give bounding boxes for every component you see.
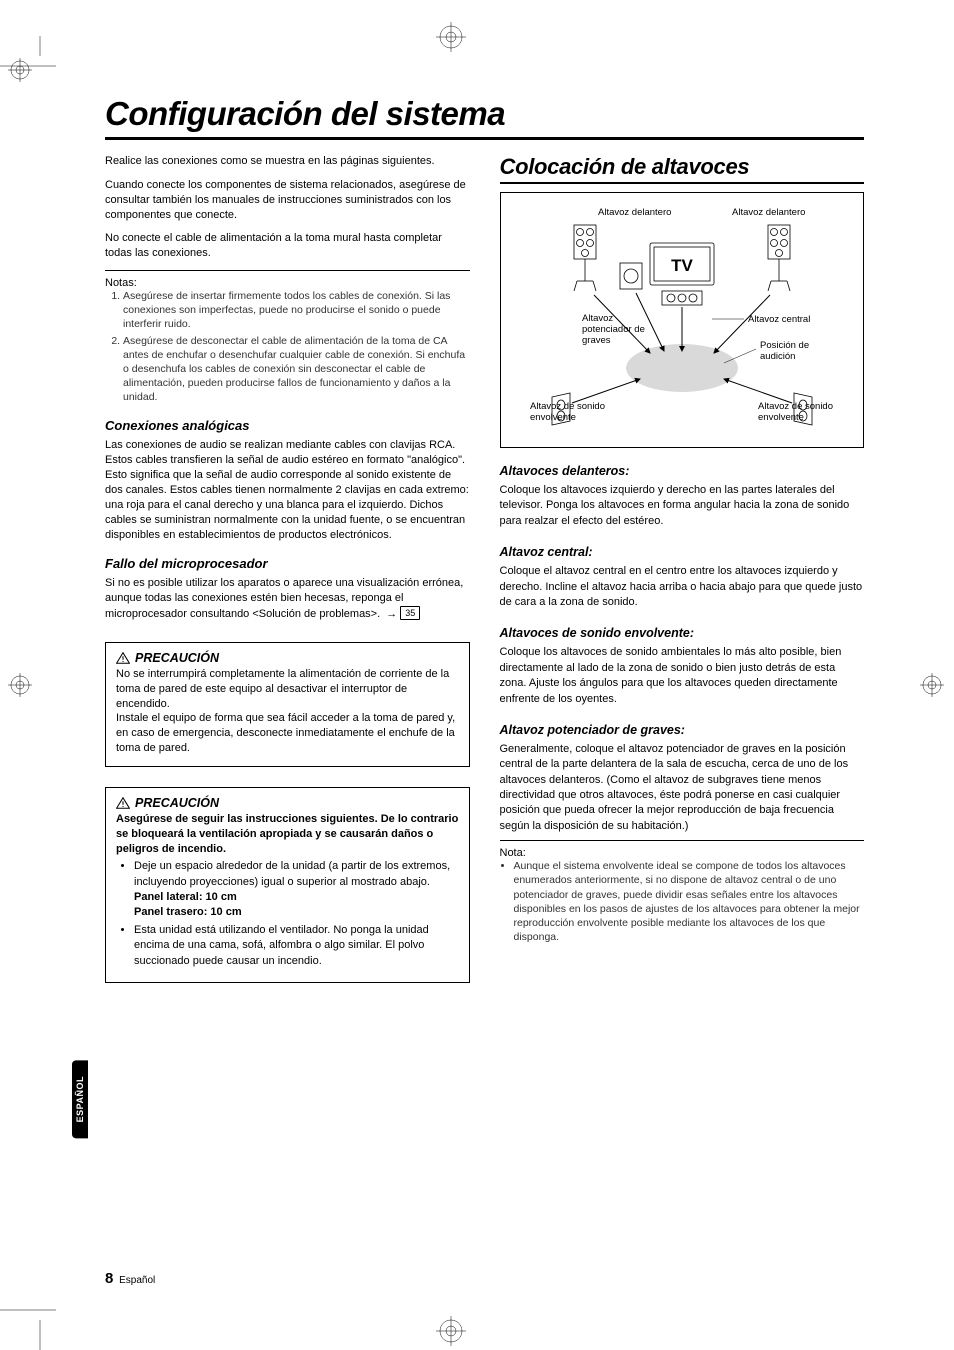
warning-icon <box>116 797 130 809</box>
spk-sub-p: Generalmente, coloque el altavoz potenci… <box>500 742 865 834</box>
caution-2-list: Deje un espacio alrededor de la unidad (… <box>116 859 459 968</box>
page-ref: 35 <box>400 606 420 620</box>
nota-list: Aunque el sistema envolvente ideal se co… <box>500 859 865 944</box>
caution-box-2: PRECAUCIÓN Asegúrese de seguir las instr… <box>105 787 470 983</box>
nota-rule <box>500 840 865 841</box>
columns: Realice las conexiones como se muestra e… <box>105 154 864 983</box>
caution-title: PRECAUCIÓN <box>116 651 459 665</box>
spk-surr-p: Coloque los altavoces de sonido ambienta… <box>500 645 865 707</box>
nota-label: Nota: <box>500 847 865 859</box>
lbl-front-r: Altavoz delantero <box>732 207 805 218</box>
lbl-front-l: Altavoz delantero <box>598 207 671 218</box>
page-lang: Español <box>119 1275 155 1286</box>
lbl-center: Altavoz central <box>748 314 810 325</box>
spk-sub-h: Altavoz potenciador de graves: <box>500 723 865 737</box>
notes-rule <box>105 270 470 271</box>
lbl-sub-3: graves <box>582 335 611 346</box>
lbl-pos-2: audición <box>760 351 795 362</box>
svg-text:Altavoz de sonido: Altavoz de sonido <box>530 401 605 412</box>
caution-2-bold: Asegúrese de seguir las instrucciones si… <box>116 812 459 857</box>
fallo-text: Si no es posible utilizar los aparatos o… <box>105 576 470 622</box>
language-tab: ESPAÑOL <box>72 1060 88 1138</box>
panel-trasero: Panel trasero: 10 cm <box>134 906 242 918</box>
caution-1-text: No se interrumpirá completamente la alim… <box>116 667 459 756</box>
right-column: Colocación de altavoces Altavoz delanter… <box>500 154 865 983</box>
page-title: Configuración del sistema <box>105 95 864 133</box>
caution-label: PRECAUCIÓN <box>135 796 219 810</box>
lbl-pos-1: Posición de <box>760 340 809 351</box>
note-item: Asegúrese de insertar firmemente todos l… <box>123 289 470 332</box>
lbl-sub-1: Altavoz <box>582 313 613 324</box>
caution-label: PRECAUCIÓN <box>135 651 219 665</box>
section-rule <box>500 182 865 184</box>
conexiones-heading: Conexiones analógicas <box>105 418 470 433</box>
lbl-tv: TV <box>671 256 693 275</box>
intro-3: No conecte el cable de alimentación a la… <box>105 231 470 261</box>
conexiones-text: Las conexiones de audio se realizan medi… <box>105 438 470 542</box>
spk-front-p: Coloque los altavoces izquierdo y derech… <box>500 483 865 529</box>
svg-text:Altavoz de sonido: Altavoz de sonido <box>758 401 833 412</box>
svg-text:envolvente: envolvente <box>530 412 576 423</box>
spk-surr-h: Altavoces de sonido envolvente: <box>500 626 865 640</box>
intro-1: Realice las conexiones como se muestra e… <box>105 154 470 169</box>
caution-box-1: PRECAUCIÓN No se interrumpirá completame… <box>105 642 470 767</box>
notes-label: Notas: <box>105 277 470 289</box>
spk-front-h: Altavoces delanteros: <box>500 464 865 478</box>
title-rule <box>105 137 864 140</box>
nota-item: Aunque el sistema envolvente ideal se co… <box>514 859 865 944</box>
intro-2: Cuando conecte los componentes de sistem… <box>105 178 470 223</box>
left-column: Realice las conexiones como se muestra e… <box>105 154 470 983</box>
caution-2-item: Deje un espacio alrededor de la unidad (… <box>134 859 459 920</box>
caution-title: PRECAUCIÓN <box>116 796 459 810</box>
colocacion-heading: Colocación de altavoces <box>500 154 865 180</box>
panel-lateral: Panel lateral: 10 cm <box>134 891 237 903</box>
page-footer: 8 Español <box>105 1270 155 1287</box>
warning-icon <box>116 652 130 664</box>
spk-center-p: Coloque el altavoz central en el centro … <box>500 564 865 610</box>
page-number: 8 <box>105 1270 113 1287</box>
page: Configuración del sistema Realice las co… <box>0 0 954 1350</box>
speaker-sections: Altavoces delanteros: Coloque los altavo… <box>500 464 865 944</box>
notes-list: Asegúrese de insertar firmemente todos l… <box>105 289 470 404</box>
spk-center-h: Altavoz central: <box>500 545 865 559</box>
speaker-diagram: Altavoz delantero Altavoz delantero <box>500 192 865 448</box>
fallo-heading: Fallo del microprocesador <box>105 556 470 571</box>
svg-text:envolvente: envolvente <box>758 412 804 423</box>
note-item: Asegúrese de desconectar el cable de ali… <box>123 334 470 405</box>
caution-2-item: Esta unidad está utilizando el ventilado… <box>134 923 459 969</box>
lbl-sub-2: potenciador de <box>582 324 645 335</box>
